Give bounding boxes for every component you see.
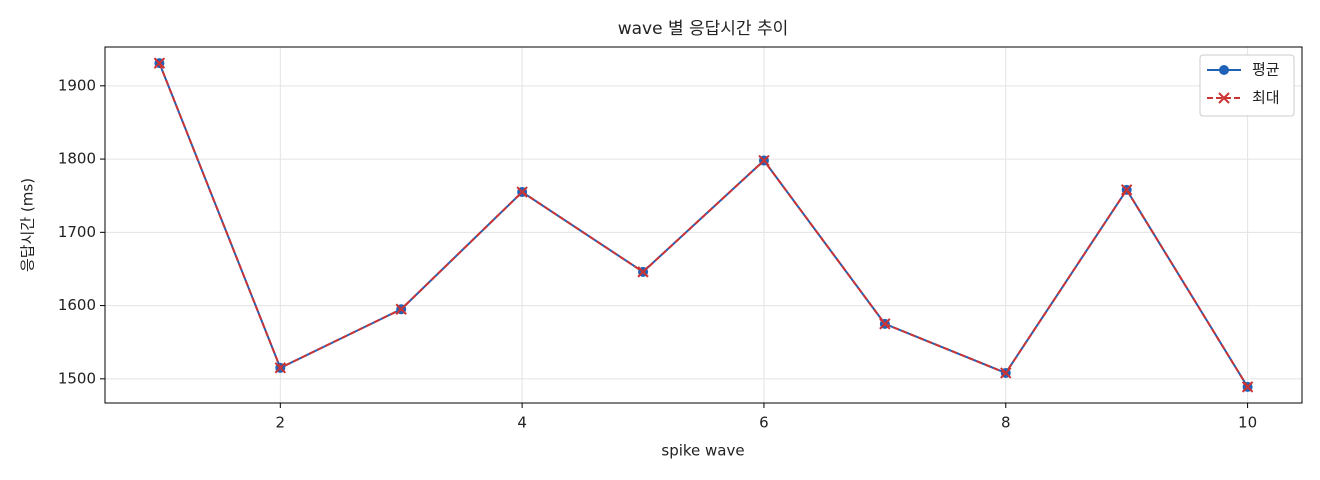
marker <box>879 318 891 330</box>
marker <box>1219 65 1229 75</box>
legend-frame <box>1199 54 1295 117</box>
series-line <box>158 62 1249 388</box>
marker <box>1218 92 1230 104</box>
x-tick-label: 4 <box>517 414 527 432</box>
x-tick-label: 2 <box>276 414 286 432</box>
x-tick-label: 6 <box>759 414 769 432</box>
marker-stroke <box>395 303 407 315</box>
marker <box>1120 184 1133 196</box>
y-tick-label: 1700 <box>58 223 96 241</box>
marker <box>153 57 166 69</box>
series-line <box>158 62 1249 388</box>
marker-stroke <box>1241 381 1254 393</box>
y-axis-label: 응답시간 (ms) <box>19 178 37 272</box>
plot-frame <box>104 46 1303 404</box>
marker-stroke <box>153 57 166 69</box>
marker <box>395 303 407 315</box>
marker-stroke <box>758 154 770 167</box>
marker-stroke <box>637 266 649 278</box>
marker <box>758 154 770 167</box>
x-axis-label: spike wave <box>661 442 744 460</box>
marker-stroke <box>1000 367 1012 379</box>
marker-stroke <box>1218 92 1230 104</box>
marker-stroke <box>274 362 287 374</box>
y-tick-label: 1500 <box>58 369 96 387</box>
y-tick-label: 1600 <box>58 296 96 314</box>
x-tick-label: 8 <box>1001 414 1011 432</box>
legend-label: 평균 <box>1252 61 1280 79</box>
x-tick-label: 10 <box>1238 414 1257 432</box>
marker <box>516 186 528 198</box>
marker <box>637 266 649 278</box>
chart-title: wave 별 응답시간 추이 <box>618 19 789 39</box>
marker <box>1241 381 1254 393</box>
marker <box>274 362 287 374</box>
legend-label: 최대 <box>1252 89 1280 107</box>
marker-stroke <box>516 186 528 198</box>
y-tick-label: 1800 <box>58 150 96 168</box>
y-tick-label: 1900 <box>58 76 96 94</box>
marker-stroke <box>1120 184 1133 196</box>
marker-stroke <box>879 318 891 330</box>
marker <box>1000 367 1012 379</box>
